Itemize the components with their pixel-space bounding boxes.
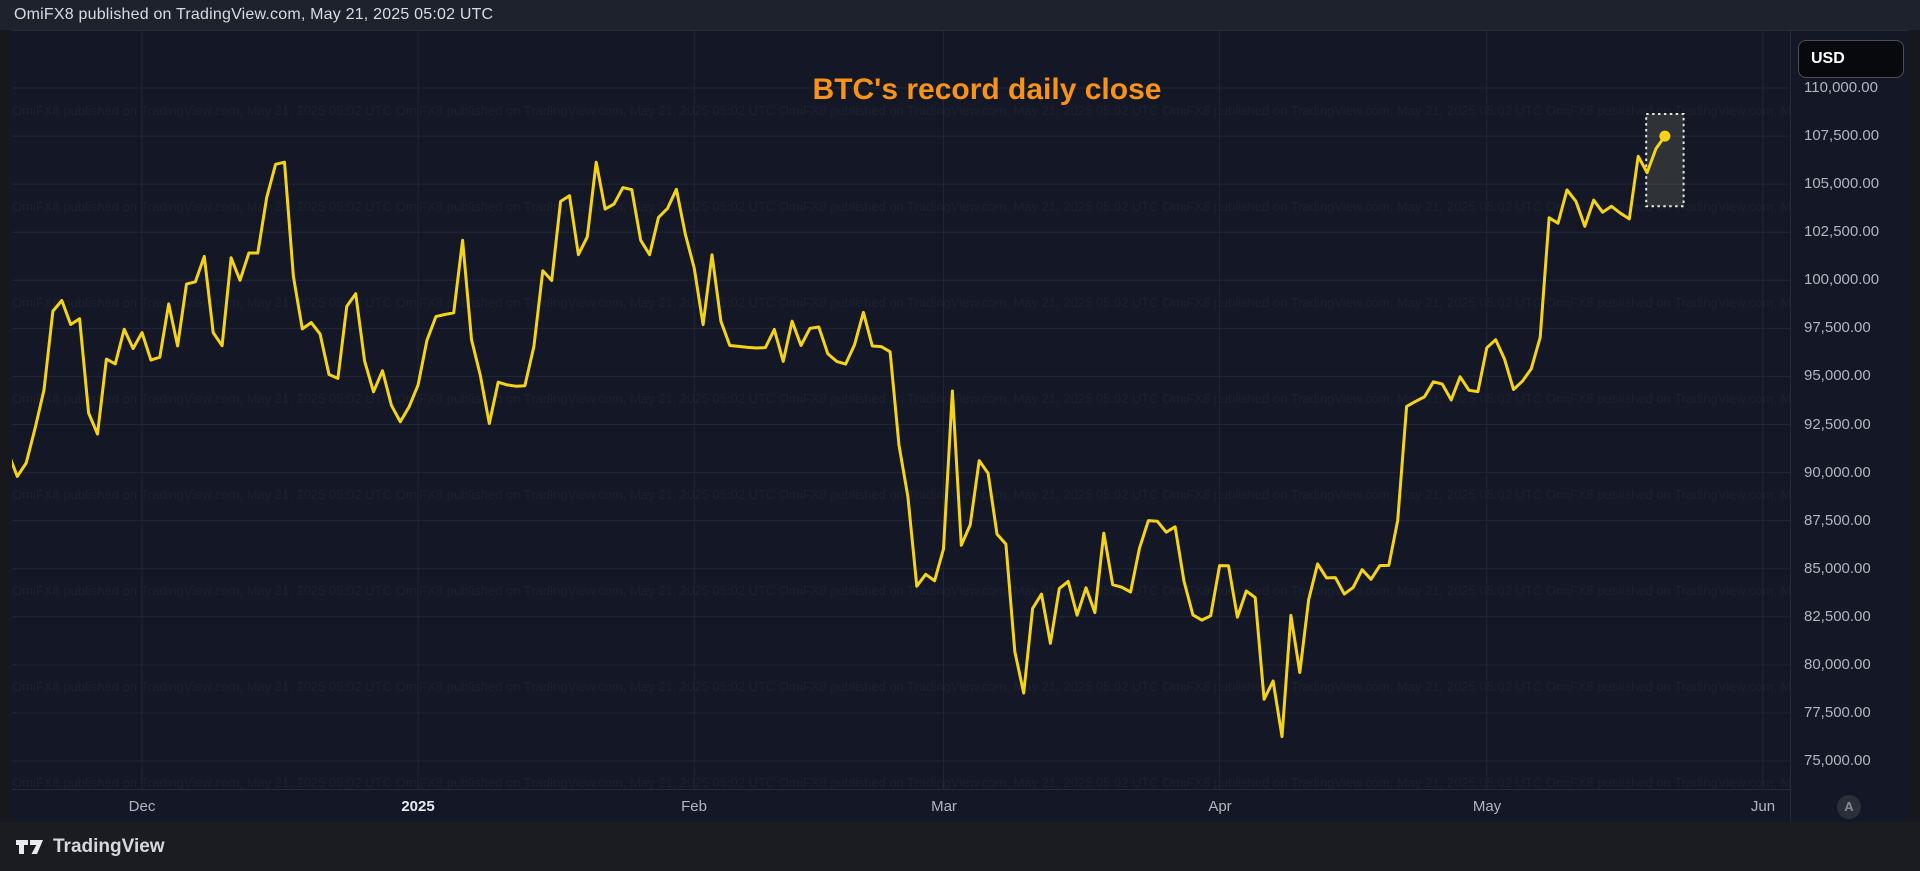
price-tick-label: 110,000.00	[1804, 79, 1878, 96]
price-tick-label: 105,000.00	[1804, 175, 1880, 192]
auto-scale-button[interactable]: A	[1837, 795, 1861, 819]
price-tick-label: 80,000.00	[1804, 656, 1871, 673]
price-tick-label: 85,000.00	[1804, 560, 1871, 577]
time-tick-label: May	[1472, 798, 1502, 815]
record-close-highlight-box	[1645, 113, 1685, 208]
time-axis[interactable]: Dec 2025 Feb Mar Apr May Jun	[12, 789, 1790, 823]
tradingview-logo	[16, 839, 43, 854]
chart-title: BTC's record daily close	[812, 73, 1162, 106]
time-tick-label: Dec	[128, 798, 156, 815]
price-chart-canvas[interactable]: BTC's record daily close	[12, 31, 1790, 789]
price-tick-label: 102,500.00	[1804, 223, 1880, 240]
price-chart-svg[interactable]	[12, 31, 1790, 789]
tradingview-logo-link[interactable]: TradingView	[16, 822, 165, 871]
publish-info-text: OmiFX8 published on TradingView.com, May…	[14, 6, 494, 23]
price-tick-label: 75,000.00	[1804, 752, 1871, 769]
price-tick-label: 107,500.00	[1804, 127, 1880, 144]
gridlines	[12, 31, 1790, 789]
time-tick-label: 2025	[401, 798, 435, 815]
price-tick-label: 77,500.00	[1804, 704, 1871, 721]
time-tick-label: Apr	[1208, 798, 1232, 815]
price-tick-label: 95,000.00	[1804, 367, 1871, 384]
last-price-marker	[1659, 130, 1671, 142]
time-tick-label: Jun	[1750, 798, 1776, 815]
price-line-series	[12, 134, 1667, 739]
chart-widget: OmiFX8 published on TradingView.com, May…	[12, 30, 1908, 823]
footer-bar: TradingView	[0, 822, 1920, 871]
price-tick-label: 90,000.00	[1804, 464, 1871, 481]
price-axis[interactable]: USD 110,000.00 107,500.00 105,000.00 102,50…	[1790, 31, 1908, 823]
price-tick-label: 97,500.00	[1804, 319, 1871, 336]
publish-info-bar: OmiFX8 published on TradingView.com, May…	[0, 0, 1920, 30]
price-tick-label: 92,500.00	[1804, 416, 1871, 433]
time-tick-label: Feb	[681, 798, 707, 815]
price-tick-label: 87,500.00	[1804, 512, 1871, 529]
time-tick-label: Mar	[931, 798, 957, 815]
currency-badge: USD	[1798, 40, 1904, 78]
tradingview-brand-text: TradingView	[53, 835, 165, 857]
price-tick-label: 100,000.00	[1804, 271, 1880, 288]
price-tick-label: 82,500.00	[1804, 608, 1871, 625]
